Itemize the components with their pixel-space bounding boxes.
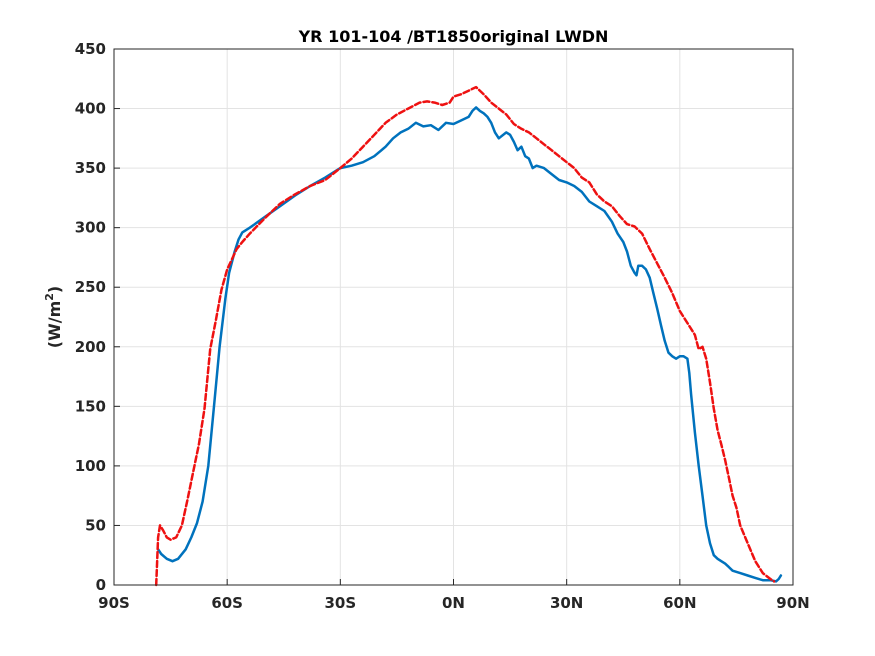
- y-axis-label: (W/m2): [43, 286, 64, 348]
- x-tick-label: 30N: [550, 594, 583, 612]
- y-tick-label: 450: [75, 40, 106, 58]
- y-axis-label-superscript: 2: [43, 293, 56, 301]
- y-tick-label: 250: [75, 278, 106, 296]
- y-tick-label: 0: [96, 576, 106, 594]
- y-tick-label: 100: [75, 457, 106, 475]
- y-axis-ticks: 0 50 100 150 200 250 300 350 400 450: [75, 40, 120, 594]
- x-tick-label: 30S: [324, 594, 356, 612]
- x-axis-ticks: 90S 60S 30S 0N 30N 60N 90N: [98, 579, 810, 612]
- y-tick-label: 50: [85, 516, 106, 534]
- chart-title: YR 101-104 /BT1850original LWDN: [298, 27, 609, 46]
- x-tick-label: 0N: [442, 594, 465, 612]
- series-line-2: [154, 85, 776, 587]
- x-tick-label: 60N: [663, 594, 696, 612]
- y-axis-label-main: (W/m: [45, 301, 64, 348]
- x-tick-label: 90N: [776, 594, 809, 612]
- y-tick-label: 300: [75, 219, 106, 237]
- x-tick-label: 90S: [98, 594, 130, 612]
- y-tick-label: 200: [75, 338, 106, 356]
- series-line-1: [156, 106, 783, 583]
- x-tick-label: 60S: [211, 594, 243, 612]
- y-axis-label-suffix: ): [45, 286, 64, 293]
- series-layer: [154, 85, 783, 587]
- y-tick-label: 400: [75, 100, 106, 118]
- y-tick-label: 150: [75, 397, 106, 415]
- y-tick-label: 350: [75, 159, 106, 177]
